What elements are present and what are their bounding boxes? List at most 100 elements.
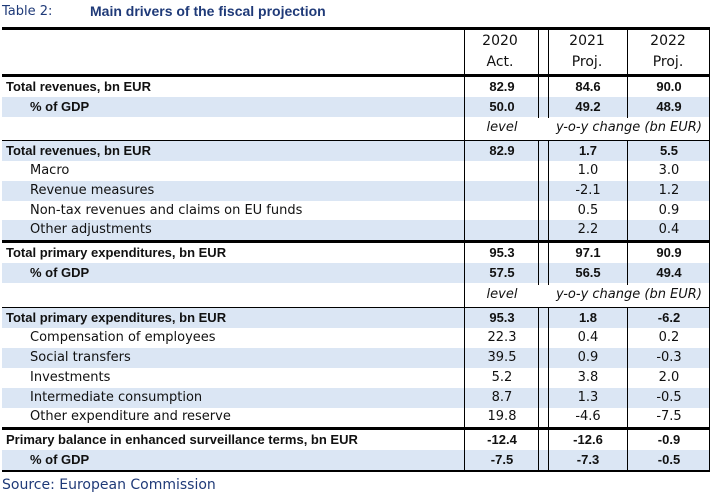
cell-2022: -0.9: [657, 432, 681, 447]
cell-2022: 90.9: [656, 245, 682, 260]
cell-2020: 22.3: [487, 330, 517, 345]
table-row: Total primary expenditures, bn EUR 95.3 …: [2, 307, 710, 328]
cell-2022: 48.9: [656, 99, 682, 114]
column-divider: [627, 307, 628, 470]
table-row: Macro 1.0 3.0: [2, 161, 710, 181]
cell-2020: 95.3: [489, 245, 515, 260]
cell-2022: 90.0: [656, 79, 682, 94]
row-label: Total primary expenditures, bn EUR: [6, 245, 227, 260]
col-year-2022: 2022: [650, 33, 686, 49]
row-label: Other adjustments: [30, 222, 152, 237]
col-year-2021: 2021: [569, 33, 605, 49]
cell-2022: -0.5: [657, 452, 681, 467]
source-note: Source: European Commission: [2, 477, 216, 493]
cell-2021: -12.6: [573, 432, 603, 447]
cell-2021: 1.7: [578, 143, 598, 158]
cell-2020: 82.9: [489, 143, 515, 158]
cell-2022: -7.5: [656, 409, 682, 424]
table-row: Total revenues, bn EUR 82.9 84.6 90.0: [2, 74, 710, 97]
column-divider: [548, 307, 549, 470]
cell-2020: 5.2: [491, 370, 513, 385]
level-label: level: [486, 120, 518, 135]
row-label: Intermediate consumption: [30, 390, 203, 405]
row-label: Total revenues, bn EUR: [6, 143, 151, 158]
cell-2020: 82.9: [489, 79, 515, 94]
level-label: level: [486, 287, 518, 302]
table-row: Total revenues, bn EUR 82.9 1.7 5.5: [2, 140, 710, 161]
cell-2021: 1.8: [578, 310, 598, 325]
cell-2020: 8.7: [491, 390, 513, 405]
column-divider: [627, 140, 628, 285]
row-label: Other expenditure and reserve: [30, 409, 231, 424]
table-row: % of GDP -7.5 -7.3 -0.5: [2, 450, 710, 470]
row-label: Investments: [30, 370, 111, 385]
row-label: % of GDP: [30, 265, 90, 280]
row-label: Social transfers: [30, 350, 131, 365]
cell-2020: -12.4: [487, 432, 517, 447]
cell-2020: 57.5: [489, 265, 515, 280]
yoy-change-label: y-o-y change (bn EUR): [556, 120, 702, 135]
cell-2022: 5.5: [659, 143, 679, 158]
row-label: Primary balance in enhanced surveillance…: [6, 432, 358, 447]
table-row: % of GDP 57.5 56.5 49.4: [2, 263, 710, 283]
table-row: Non-tax revenues and claims on EU funds …: [2, 201, 710, 221]
table-row: Other adjustments 2.2 0.4: [2, 220, 710, 240]
cell-2020: 50.0: [489, 99, 515, 114]
table-row: Intermediate consumption 8.7 1.3 -0.5: [2, 388, 710, 408]
cell-2022: -0.3: [656, 350, 682, 365]
col-status-2020: Act.: [486, 54, 514, 70]
table-caption: Table 2: Main drivers of the fiscal proj…: [2, 3, 713, 23]
column-divider: [538, 307, 539, 470]
table-row: Other expenditure and reserve 19.8 -4.6 …: [2, 407, 710, 427]
cell-2021: -2.1: [575, 183, 601, 198]
row-label: % of GDP: [30, 452, 90, 467]
cell-2022: -0.5: [656, 390, 682, 405]
col-year-2020: 2020: [482, 33, 518, 49]
table-row: Investments 5.2 3.8 2.0: [2, 368, 710, 388]
cell-2021: 3.8: [577, 370, 599, 385]
col-status-2021: Proj.: [571, 54, 603, 70]
cell-2022: 3.0: [658, 163, 680, 178]
row-label: Total revenues, bn EUR: [6, 79, 151, 94]
table-subheader-row: level y-o-y change (bn EUR): [2, 118, 710, 138]
cell-2020: 39.5: [487, 350, 517, 365]
cell-2020: 19.8: [487, 409, 517, 424]
cell-2021: 0.9: [577, 350, 599, 365]
cell-2021: -4.6: [575, 409, 601, 424]
cell-2021: 1.0: [577, 163, 599, 178]
cell-2022: 49.4: [656, 265, 682, 280]
table-number: Table 2:: [2, 4, 53, 19]
cell-2020: -7.5: [490, 452, 514, 467]
bottom-rule: [2, 470, 710, 472]
cell-2022: -6.2: [657, 310, 681, 325]
yoy-change-label: y-o-y change (bn EUR): [556, 287, 702, 302]
cell-2021: 0.5: [577, 203, 599, 218]
cell-2021: 2.2: [577, 222, 599, 237]
column-divider: [464, 30, 465, 470]
column-divider: [538, 140, 539, 285]
cell-2021: 56.5: [575, 265, 601, 280]
table-row: Total primary expenditures, bn EUR 95.3 …: [2, 240, 710, 263]
col-status-2022: Proj.: [652, 54, 684, 70]
cell-2022: 1.2: [658, 183, 680, 198]
table-row: Primary balance in enhanced surveillance…: [2, 427, 710, 450]
cell-2021: -7.3: [576, 452, 600, 467]
cell-2021: 1.3: [577, 390, 599, 405]
row-label: Compensation of employees: [30, 330, 216, 345]
right-border: [709, 30, 710, 472]
row-label: Macro: [30, 163, 70, 178]
row-label: Non-tax revenues and claims on EU funds: [30, 203, 303, 218]
row-label: % of GDP: [30, 99, 90, 114]
table-row: Compensation of employees 22.3 0.4 0.2: [2, 328, 710, 348]
column-divider: [548, 140, 549, 285]
cell-2021: 49.2: [575, 99, 601, 114]
row-label: Revenue measures: [30, 183, 155, 198]
cell-2020: 95.3: [489, 310, 515, 325]
table-row: % of GDP 50.0 49.2 48.9: [2, 97, 710, 117]
table-subheader-row: level y-o-y change (bn EUR): [2, 285, 710, 305]
table-row: Revenue measures -2.1 1.2: [2, 181, 710, 201]
cell-2022: 0.9: [658, 203, 680, 218]
cell-2021: 97.1: [575, 245, 601, 260]
column-divider: [548, 30, 549, 118]
cell-2022: 0.4: [658, 222, 680, 237]
